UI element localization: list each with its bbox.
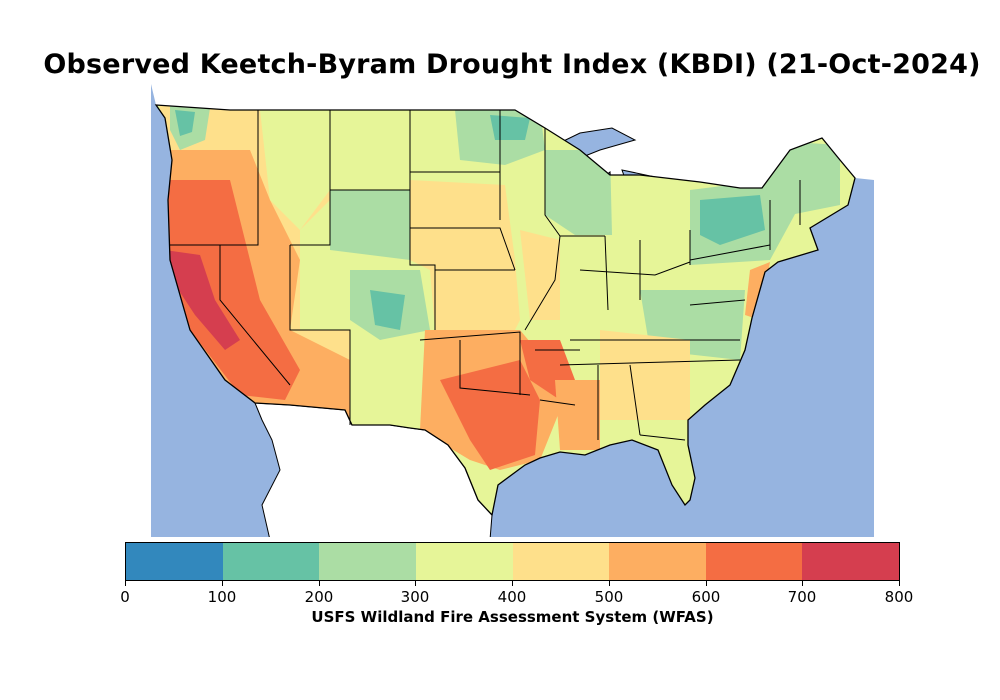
colorbar-tick	[512, 581, 513, 586]
colorbar-tick-label: 0	[120, 588, 130, 606]
colorbar-tick	[706, 581, 707, 586]
colorbar-segment-600-700	[705, 543, 803, 580]
colorbar-tick	[319, 581, 320, 586]
colorbar-tick-label: 800	[884, 588, 914, 606]
colorbar-segment-100-200	[222, 543, 320, 580]
kbdi-colorbar	[125, 542, 900, 581]
colorbar-segment-700-800	[802, 543, 899, 580]
kbdi-map-svg	[151, 84, 874, 537]
colorbar-tick-label: 700	[787, 588, 817, 606]
colorbar-tick-label: 600	[691, 588, 721, 606]
colorbar-tick	[415, 581, 416, 586]
colorbar-tick-label: 100	[207, 588, 237, 606]
colorbar-tick	[609, 581, 610, 586]
colorbar-tick-label: 500	[594, 588, 624, 606]
colorbar-tick	[899, 581, 900, 586]
map-title: Observed Keetch-Byram Drought Index (KBD…	[43, 49, 981, 80]
colorbar-segment-400-500	[512, 543, 610, 580]
colorbar-tick	[125, 581, 126, 586]
colorbar-tick	[222, 581, 223, 586]
colorbar-tick	[802, 581, 803, 586]
colorbar-segment-200-300	[319, 543, 416, 580]
colorbar-tick-label: 300	[400, 588, 430, 606]
us-outline	[154, 104, 856, 517]
colorbar-segment-500-600	[609, 543, 706, 580]
kbdi-map	[151, 84, 874, 537]
colorbar-tick-label: 400	[497, 588, 527, 606]
colorbar-segment-0-100	[126, 543, 223, 580]
colorbar-tick-label: 200	[304, 588, 334, 606]
colorbar-caption: USFS Wildland Fire Assessment System (WF…	[311, 608, 714, 626]
colorbar-segment-300-400	[415, 543, 513, 580]
state-borders	[170, 110, 801, 441]
